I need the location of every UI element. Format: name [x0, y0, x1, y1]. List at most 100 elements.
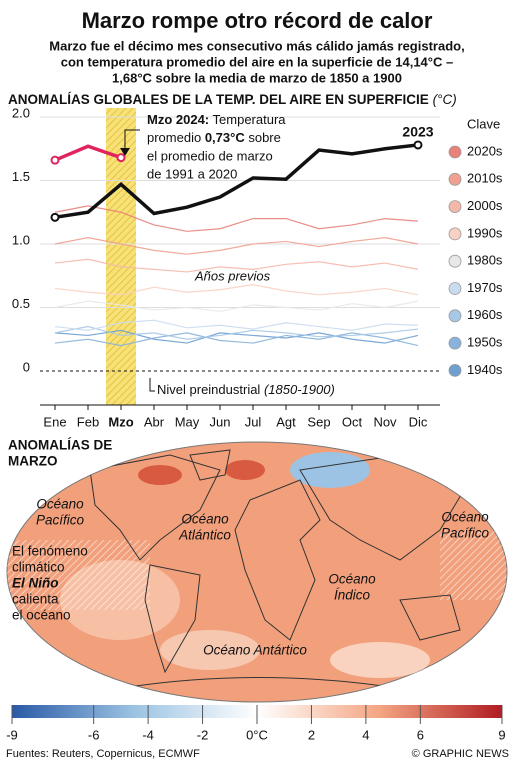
- annotation: de 1991 a 2020: [147, 166, 237, 181]
- y-tick-label: 1.0: [12, 232, 30, 247]
- x-tick-label: Agt: [276, 414, 296, 429]
- chart-title: ANOMALÍAS GLOBALES DE LA TEMP. DEL AIRE …: [8, 92, 457, 107]
- legend-label: 1960s: [467, 307, 503, 322]
- legend-label: 1940s: [467, 362, 503, 377]
- series-line: [54, 319, 419, 331]
- legend-swatch: [448, 309, 462, 323]
- colorbar-label: 2: [308, 727, 315, 742]
- map-title: ANOMALÍAS DE: [8, 438, 112, 453]
- annotation-part: promedio: [147, 130, 201, 145]
- previous-label: Años previos: [194, 268, 271, 283]
- baseline-label: Nivel preindustrial (1850-1900): [157, 382, 335, 397]
- legend-title: Clave: [467, 116, 500, 131]
- arrow-head: [120, 148, 130, 156]
- x-tick-label: Dic: [409, 414, 428, 429]
- colorbar-label: -6: [88, 727, 100, 742]
- series-label: 2023: [402, 124, 433, 140]
- legend-swatch: [448, 145, 462, 159]
- legend-label: 1970s: [467, 280, 503, 295]
- baseline-pointer: [149, 378, 155, 392]
- annotation-part: Temperatura: [213, 112, 287, 127]
- legend-label: 1950s: [467, 335, 503, 350]
- legend-label: 1980s: [467, 253, 503, 268]
- series-line: [54, 329, 419, 344]
- series-line: [54, 300, 419, 312]
- series-line: [54, 284, 419, 296]
- subtitle: con temperatura promedio del aire en la …: [61, 54, 453, 69]
- y-tick-label: 2.0: [12, 105, 30, 120]
- annotation: promedio 0,73°C sobre: [147, 130, 281, 145]
- nino-label: El fenómeno: [12, 544, 88, 559]
- y-tick-label: 0: [23, 359, 30, 374]
- annotation-arrow: [124, 129, 140, 150]
- annotation-part: 0,73°C: [205, 130, 246, 145]
- y-tick-label: 0.5: [12, 296, 30, 311]
- unit: (°C): [433, 92, 457, 107]
- map-title: MARZO: [8, 454, 58, 469]
- ocean-label: Atlántico: [178, 528, 231, 543]
- ocean-label: Océano: [36, 497, 84, 512]
- ocean-label: Océano: [328, 572, 376, 587]
- ocean-label: Índico: [334, 588, 371, 603]
- baseline-label: Nivel preindustrial: [157, 382, 260, 397]
- legend-label: 2000s: [467, 198, 503, 213]
- legend-swatch: [448, 363, 462, 377]
- ocean-label: Océano: [181, 512, 229, 527]
- series-line: [54, 237, 419, 255]
- title: Marzo rompe otro récord de calor: [82, 8, 433, 33]
- legend-label: 1990s: [467, 225, 503, 240]
- legend-label: 2010s: [467, 171, 503, 186]
- x-tick-label: May: [175, 414, 200, 429]
- legend-swatch: [448, 282, 462, 295]
- annotation: Mzo 2024: Temperatura: [147, 112, 286, 127]
- x-tick-label: Jul: [245, 414, 262, 429]
- series-line: [54, 205, 419, 232]
- ocean-label: Océano Antártico: [203, 643, 307, 658]
- annotation-part: sobre: [248, 130, 281, 145]
- y-tick-label: 1.5: [12, 169, 30, 184]
- nino-label: climático: [12, 560, 65, 575]
- ocean-label: Océano: [441, 510, 489, 525]
- series-line: [54, 258, 419, 273]
- legend-swatch: [448, 254, 462, 268]
- subtitle: Marzo fue el décimo mes consecutivo más …: [49, 38, 464, 53]
- x-tick-label: Ene: [43, 414, 66, 429]
- x-tick-label: Oct: [342, 414, 363, 429]
- nino-label: calienta: [12, 592, 59, 607]
- end-point: [50, 155, 60, 165]
- chart-title: ANOMALÍAS GLOBALES DE LA TEMP. DEL AIRE …: [8, 92, 429, 107]
- annotation: el promedio de marzo: [147, 148, 273, 163]
- colorbar-label: -2: [197, 727, 209, 742]
- series-line: [54, 143, 419, 220]
- end-point: [116, 153, 126, 163]
- legend-swatch: [448, 172, 462, 186]
- x-tick-label: Abr: [144, 414, 165, 429]
- series-line: [54, 144, 122, 162]
- colorbar-label: 6: [417, 727, 424, 742]
- x-tick-label: Feb: [77, 414, 99, 429]
- line-chart: 0 0.5 1.0 1.5 2.0 Ene Feb Mzo Abr May Jun Jul Agt Sep…: [12, 105, 503, 429]
- colorbar-label: 4: [362, 727, 369, 742]
- legend-swatch: [448, 227, 462, 241]
- legend-swatch: [448, 200, 462, 214]
- baseline-label: (1850-1900): [264, 382, 335, 397]
- x-tick-label: Mzo: [108, 414, 133, 429]
- end-point: [50, 212, 60, 222]
- ocean-label: Pacífico: [441, 526, 490, 541]
- source: Fuentes: Reuters, Copernicus, ECMWF: [6, 748, 200, 760]
- colorbar-label: -9: [6, 727, 18, 742]
- ocean-label: Pacífico: [36, 513, 85, 528]
- series-line: [54, 332, 419, 347]
- end-point: [413, 140, 423, 150]
- x-tick-label: Nov: [373, 414, 397, 429]
- legend-label: 2020s: [467, 143, 503, 158]
- map-shapes: [7, 449, 507, 691]
- subtitle: 1,68°C sobre la media de marzo de 1850 a…: [112, 70, 402, 85]
- credit: © GRAPHIC NEWS: [412, 748, 509, 760]
- colorbar-label: 0°C: [246, 727, 268, 742]
- nino-label: El Niño: [12, 576, 59, 591]
- annotation-part: Mzo 2024:: [147, 112, 209, 127]
- legend-swatch: [448, 336, 462, 350]
